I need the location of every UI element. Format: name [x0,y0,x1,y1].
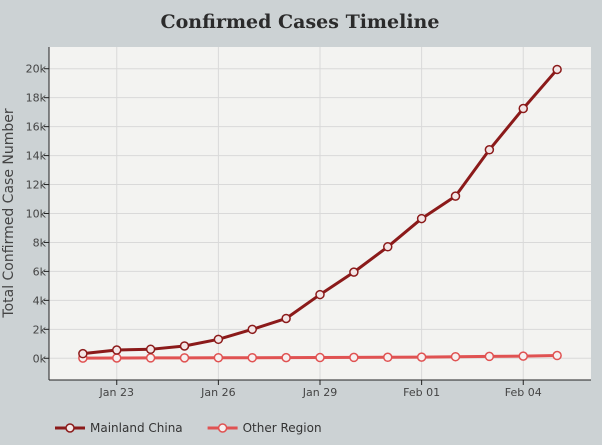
plot-area: 0k 2k 4k 6k 8k 10k 12k 14k 16k 18k 20k Jan 23 Jan 26… [26,47,591,399]
y-tick-label: 12k [26,179,47,192]
data-point-other-region [349,352,359,363]
chart-title: Confirmed Cases Timeline [161,11,440,33]
legend-label-other-region: Other Region [243,421,322,435]
data-point-mainland-china [281,313,291,324]
data-point-mainland-china [416,213,427,224]
data-point-other-region [247,352,257,363]
data-point-mainland-china [518,103,528,114]
data-point-other-region [416,352,427,362]
data-point-other-region [552,350,562,361]
legend-item-mainland-china[interactable]: Mainland China [55,421,183,435]
data-point-other-region [213,352,224,363]
data-point-mainland-china [78,348,88,359]
data-point-other-region [281,352,291,363]
y-tick-label: 14k [26,150,47,163]
legend-label-mainland-china: Mainland China [90,421,183,435]
data-point-other-region [112,353,122,363]
data-point-mainland-china [383,242,393,252]
y-tick-label: 4k [33,294,47,307]
x-tick-label: Feb 04 [505,386,542,399]
legend: Mainland China Other Region [55,421,322,435]
y-tick-label: 8k [33,236,47,249]
data-point-mainland-china [552,64,562,75]
data-point-other-region [145,353,156,363]
data-point-mainland-china [112,345,122,355]
x-tick-label: Jan 23 [99,386,134,399]
y-tick-label: 0k [33,352,47,365]
y-tick-label: 18k [26,92,47,105]
x-tick-label: Jan 29 [302,386,337,399]
data-point-mainland-china [349,267,359,277]
data-point-other-region [179,353,190,363]
y-tick-label: 6k [33,265,47,278]
data-point-mainland-china [450,191,461,201]
y-tick-label: 2k [33,323,47,336]
data-point-other-region [315,352,325,363]
legend-marker-other-region [217,423,228,433]
data-point-other-region [450,351,461,362]
data-point-mainland-china [213,334,224,345]
legend-marker-mainland-china [65,423,75,433]
y-tick-label: 20k [26,63,47,76]
data-point-mainland-china [315,289,325,300]
x-tick-label: Jan 26 [200,386,235,399]
legend-item-other-region[interactable]: Other Region [207,421,322,435]
data-point-mainland-china [484,145,495,155]
data-point-other-region [383,352,393,363]
data-point-mainland-china [145,344,156,355]
data-point-other-region [484,351,495,362]
y-tick-label: 16k [26,121,47,134]
y-tick-label: 10k [26,208,47,221]
data-point-other-region [518,351,528,361]
x-tick-label: Feb 01 [403,386,440,399]
data-point-mainland-china [247,324,257,335]
data-point-mainland-china [179,341,190,351]
y-axis-label: Total Confirmed Case Number [1,108,17,318]
